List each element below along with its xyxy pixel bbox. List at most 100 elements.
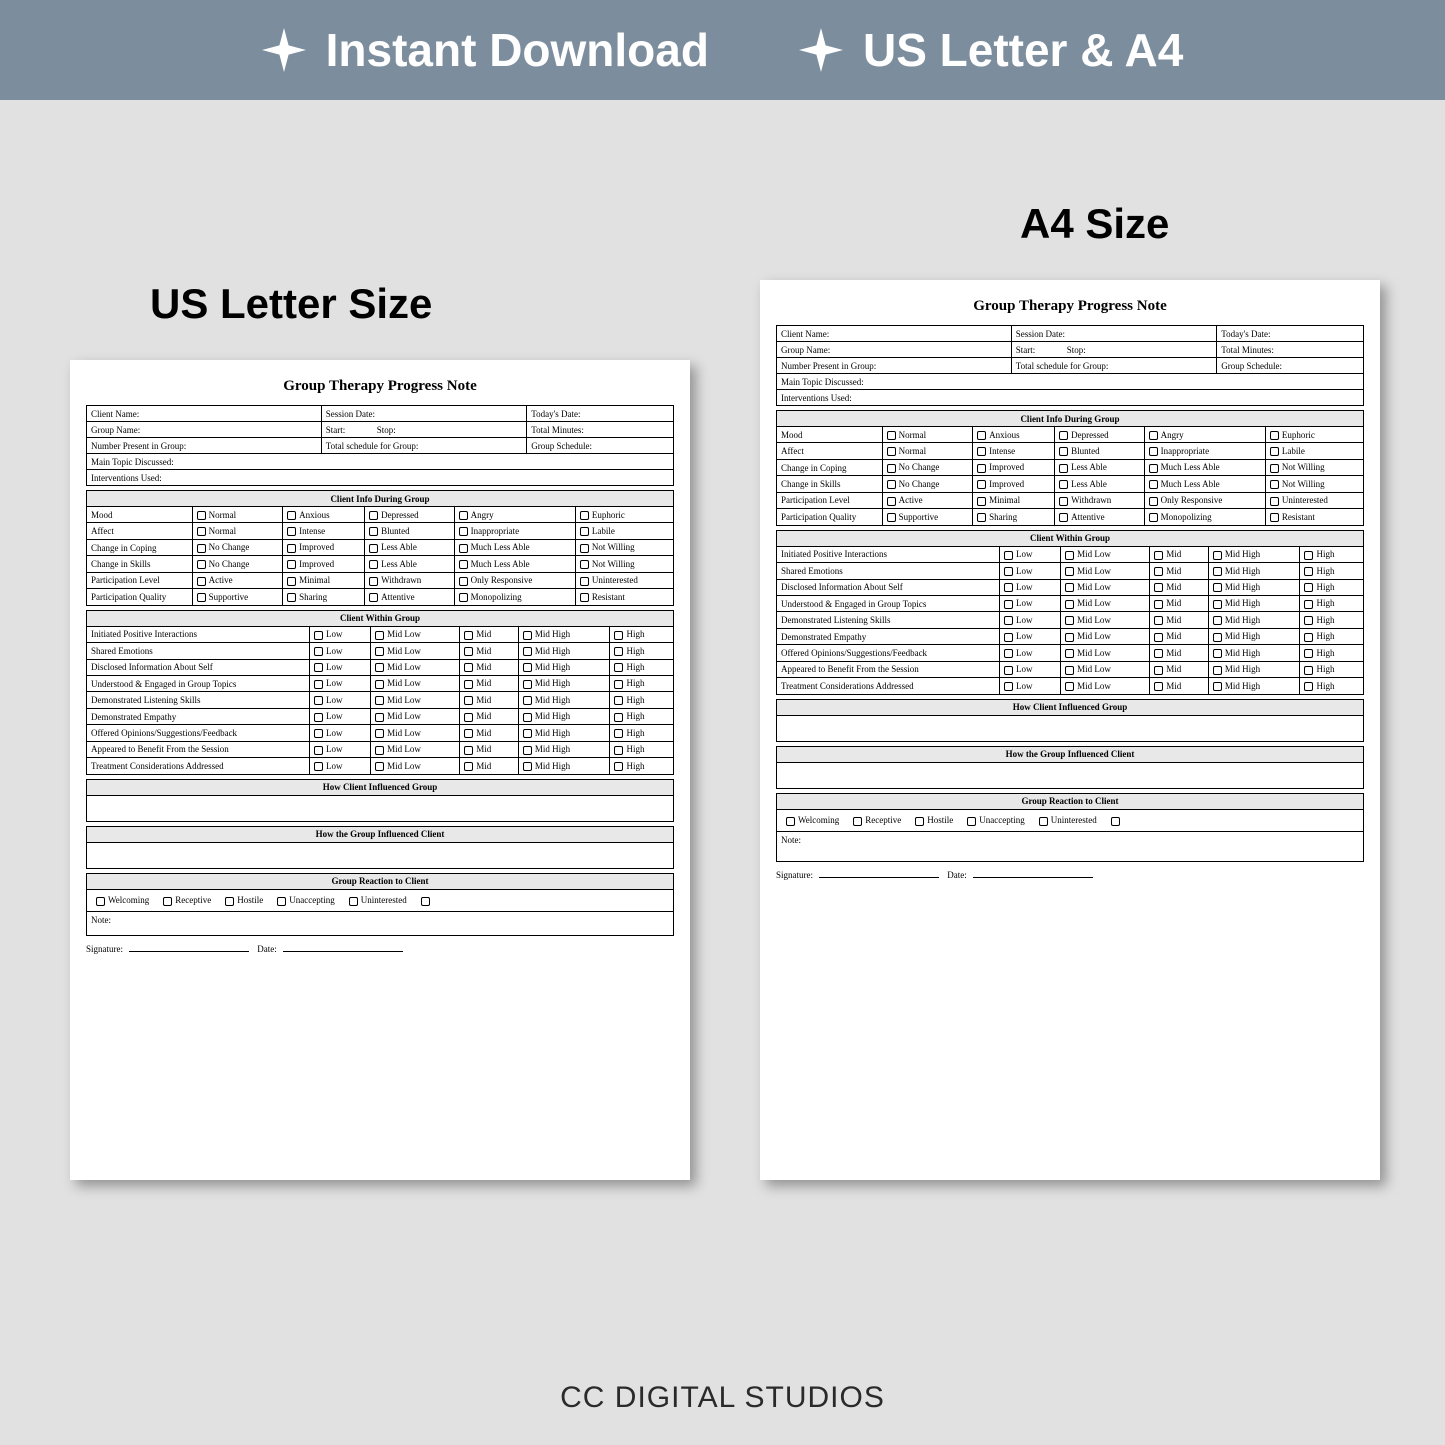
checkbox-cell[interactable]: Normal — [882, 443, 972, 459]
checkbox-cell[interactable]: Low — [1000, 595, 1061, 611]
checkbox-cell[interactable]: Intense — [283, 523, 365, 539]
checkbox-cell[interactable]: Angry — [1144, 427, 1265, 443]
checkbox-cell[interactable]: Less Able — [365, 556, 455, 572]
checkbox-cell[interactable]: High — [1300, 546, 1364, 562]
checkbox-cell[interactable]: High — [610, 692, 674, 708]
checkbox-cell[interactable]: Only Responsive — [454, 572, 575, 588]
checkbox-cell[interactable]: Mid Low — [1061, 645, 1150, 661]
checkbox-cell[interactable]: High — [610, 758, 674, 774]
checkbox-cell[interactable]: Mid — [1150, 645, 1209, 661]
checkbox-cell[interactable]: Mid Low — [371, 659, 460, 675]
checkbox-cell[interactable]: Mid High — [518, 725, 610, 741]
checkbox-cell[interactable]: Normal — [192, 523, 282, 539]
checkbox-cell[interactable]: High — [610, 708, 674, 724]
checkbox-cell[interactable]: Mid — [1150, 612, 1209, 628]
checkbox-cell[interactable]: Mid High — [1208, 579, 1300, 595]
checkbox-cell[interactable]: Mid Low — [1061, 661, 1150, 677]
checkbox-cell[interactable]: No Change — [882, 476, 972, 492]
section3-notes[interactable] — [87, 795, 674, 821]
checkbox-cell[interactable]: Mid High — [518, 675, 610, 691]
checkbox-cell[interactable]: Depressed — [1055, 427, 1145, 443]
checkbox-cell[interactable]: Mid — [1150, 628, 1209, 644]
section4-notes[interactable] — [87, 842, 674, 868]
checkbox-cell[interactable]: Mid High — [1208, 595, 1300, 611]
checkbox-cell[interactable]: No Change — [882, 459, 972, 475]
checkbox-cell[interactable]: Mid Low — [1061, 579, 1150, 595]
checkbox-cell[interactable]: Blunted — [1055, 443, 1145, 459]
checkbox-cell[interactable]: Intense — [973, 443, 1055, 459]
checkbox-option[interactable]: Receptive — [163, 895, 211, 905]
checkbox-cell[interactable]: Mid — [460, 758, 519, 774]
checkbox-cell[interactable]: Mid — [460, 675, 519, 691]
checkbox-cell[interactable]: Much Less Able — [454, 539, 575, 555]
checkbox-cell[interactable]: Resistant — [575, 589, 673, 605]
checkbox-cell[interactable]: Much Less Able — [1144, 476, 1265, 492]
checkbox-cell[interactable]: Mid Low — [371, 692, 460, 708]
note-field[interactable]: Note: — [777, 832, 1364, 862]
checkbox-cell[interactable]: Angry — [454, 507, 575, 523]
checkbox-cell[interactable]: Low — [1000, 678, 1061, 694]
checkbox-cell[interactable]: Less Able — [1055, 459, 1145, 475]
checkbox-blank[interactable] — [421, 895, 433, 905]
checkbox-cell[interactable]: Mid — [1150, 661, 1209, 677]
checkbox-cell[interactable]: Low — [310, 758, 371, 774]
checkbox-option[interactable]: Receptive — [853, 815, 901, 825]
checkbox-cell[interactable]: Mid Low — [1061, 612, 1150, 628]
checkbox-cell[interactable]: Mid — [460, 708, 519, 724]
checkbox-cell[interactable]: High — [1300, 579, 1364, 595]
checkbox-cell[interactable]: Improved — [283, 539, 365, 555]
checkbox-cell[interactable]: Anxious — [283, 507, 365, 523]
checkbox-cell[interactable]: Resistant — [1265, 509, 1363, 525]
note-field[interactable]: Note: — [87, 912, 674, 936]
checkbox-cell[interactable]: Not Willing — [575, 539, 673, 555]
checkbox-option[interactable]: Uninterested — [349, 895, 407, 905]
checkbox-cell[interactable]: Low — [310, 643, 371, 659]
checkbox-cell[interactable]: Mid Low — [371, 741, 460, 757]
checkbox-cell[interactable]: Inappropriate — [1144, 443, 1265, 459]
checkbox-cell[interactable]: Much Less Able — [454, 556, 575, 572]
checkbox-option[interactable]: Hostile — [225, 895, 263, 905]
checkbox-cell[interactable]: Low — [1000, 579, 1061, 595]
checkbox-cell[interactable]: Mid — [460, 741, 519, 757]
checkbox-cell[interactable]: Not Willing — [1265, 459, 1363, 475]
checkbox-cell[interactable]: Monopolizing — [1144, 509, 1265, 525]
checkbox-cell[interactable]: Withdrawn — [365, 572, 455, 588]
checkbox-cell[interactable]: High — [610, 659, 674, 675]
checkbox-cell[interactable]: Labile — [1265, 443, 1363, 459]
checkbox-cell[interactable]: Low — [310, 675, 371, 691]
checkbox-cell[interactable]: Uninterested — [575, 572, 673, 588]
checkbox-cell[interactable]: Euphoric — [575, 507, 673, 523]
checkbox-cell[interactable]: Low — [310, 725, 371, 741]
checkbox-cell[interactable]: Sharing — [283, 589, 365, 605]
checkbox-cell[interactable]: Active — [192, 572, 282, 588]
checkbox-cell[interactable]: Inappropriate — [454, 523, 575, 539]
checkbox-cell[interactable]: Normal — [192, 507, 282, 523]
checkbox-cell[interactable]: Mid — [1150, 678, 1209, 694]
checkbox-cell[interactable]: High — [1300, 645, 1364, 661]
checkbox-cell[interactable]: Mid High — [1208, 678, 1300, 694]
checkbox-cell[interactable]: Withdrawn — [1055, 492, 1145, 508]
checkbox-cell[interactable]: Mid Low — [1061, 678, 1150, 694]
checkbox-cell[interactable]: Improved — [973, 459, 1055, 475]
checkbox-cell[interactable]: Low — [1000, 645, 1061, 661]
checkbox-cell[interactable]: Low — [310, 626, 371, 642]
checkbox-cell[interactable]: Mid — [460, 659, 519, 675]
checkbox-cell[interactable]: Supportive — [882, 509, 972, 525]
checkbox-cell[interactable]: Mid — [460, 626, 519, 642]
checkbox-cell[interactable]: High — [610, 725, 674, 741]
checkbox-cell[interactable]: Mid Low — [1061, 628, 1150, 644]
checkbox-cell[interactable]: Mid — [1150, 546, 1209, 562]
checkbox-cell[interactable]: Supportive — [192, 589, 282, 605]
checkbox-cell[interactable]: Mid High — [518, 708, 610, 724]
checkbox-cell[interactable]: Monopolizing — [454, 589, 575, 605]
checkbox-cell[interactable]: High — [1300, 678, 1364, 694]
checkbox-cell[interactable]: Mid Low — [371, 675, 460, 691]
checkbox-cell[interactable]: High — [1300, 661, 1364, 677]
checkbox-cell[interactable]: High — [1300, 628, 1364, 644]
checkbox-cell[interactable]: Mid Low — [1061, 595, 1150, 611]
section4-notes[interactable] — [777, 762, 1364, 788]
checkbox-cell[interactable]: Mid — [460, 692, 519, 708]
checkbox-cell[interactable]: Mid — [1150, 579, 1209, 595]
checkbox-cell[interactable]: High — [1300, 612, 1364, 628]
checkbox-cell[interactable]: Mid High — [518, 659, 610, 675]
